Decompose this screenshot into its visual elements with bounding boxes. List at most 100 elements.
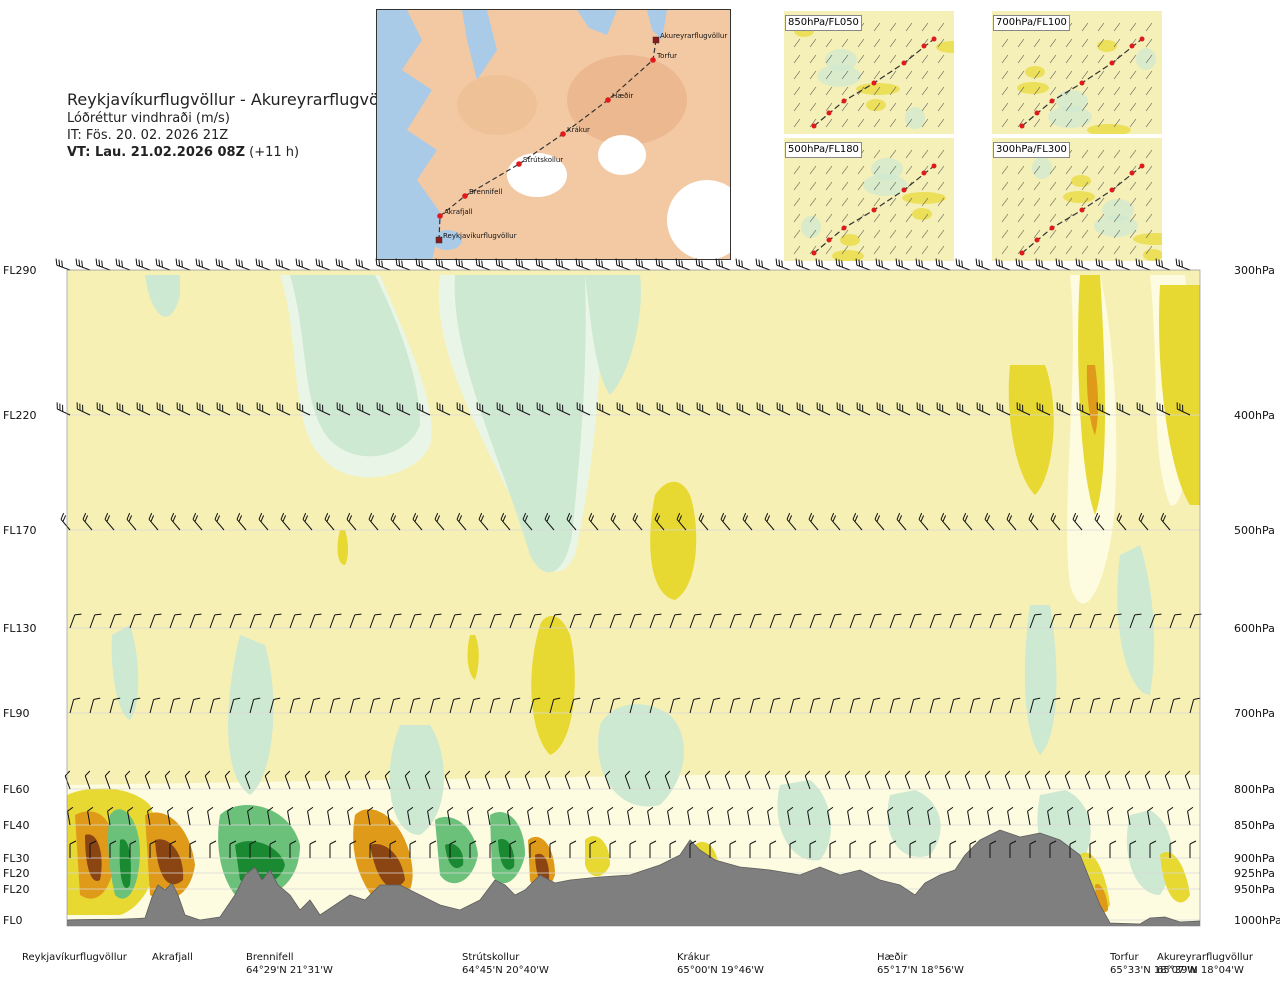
wind-barb: [904, 770, 911, 790]
waypoint-coordinates: 65°33'N 18°07'W: [1110, 965, 1197, 976]
wind-barb: [170, 512, 181, 531]
level-map-700[interactable]: 700hPa/FL100: [992, 11, 1162, 134]
wind-barb: [189, 840, 197, 858]
wind-barb: [495, 258, 511, 271]
wind-barb: [135, 258, 151, 271]
wind-barb: [667, 806, 674, 826]
wind-barb: [347, 806, 354, 826]
wind-barb: [1069, 697, 1081, 714]
wind-barb: [729, 613, 742, 629]
wind-barb: [329, 840, 337, 858]
wind-barb: [610, 512, 621, 531]
wind-barb: [484, 770, 491, 790]
wind-barb: [1069, 613, 1082, 629]
wind-barb: [316, 402, 331, 416]
wind-barb: [264, 770, 271, 790]
wind-barb: [475, 258, 491, 271]
wind-barb: [175, 258, 191, 271]
wind-barb: [89, 840, 97, 858]
flight-level-label: FL220: [3, 409, 36, 422]
wind-barb: [949, 613, 962, 629]
wind-barb: [355, 258, 371, 271]
wind-barb: [427, 806, 434, 826]
wind-barb: [1189, 613, 1202, 629]
eyjafjordur: [647, 10, 667, 40]
wind-barb: [789, 613, 802, 629]
wind-barb: [1149, 613, 1162, 629]
wind-barb: [129, 697, 141, 714]
wind-barb: [869, 840, 877, 858]
route-title: Reykjavíkurflugvöllur - Akureyrarflugvöl…: [67, 90, 405, 109]
wind-barb: [844, 770, 851, 790]
wind-barb: [349, 840, 357, 858]
level-map-label: 500hPa/FL180: [785, 142, 862, 158]
wind-barb: [287, 806, 294, 826]
wind-barb: [935, 258, 951, 271]
wind-barb: [336, 402, 351, 416]
wind-barb: [549, 840, 557, 858]
wind-barb: [847, 806, 854, 826]
wind-barb: [55, 258, 71, 271]
wind-barb: [709, 840, 717, 858]
waypoint-marker: [650, 57, 656, 63]
wind-barb: [169, 697, 181, 714]
waypoint-coordinates: 65°00'N 19°46'W: [677, 965, 764, 976]
wind-barb: [864, 770, 871, 790]
wind-barb: [949, 840, 957, 858]
plot-frame: [66, 269, 1201, 927]
wind-barb: [296, 402, 311, 416]
wind-barb: [575, 258, 591, 271]
wind-barb: [624, 770, 631, 790]
waypoint-marker: [462, 193, 468, 199]
wind-barb: [589, 697, 601, 714]
wind-barb: [944, 770, 951, 790]
wind-barb: [60, 512, 71, 531]
wind-barb: [1089, 697, 1101, 714]
wind-barb: [589, 840, 597, 858]
wind-barb: [1109, 613, 1122, 629]
wind-barb: [566, 512, 577, 531]
level-map-500[interactable]: 500hPa/FL180: [784, 138, 954, 261]
wind-barb: [207, 806, 214, 826]
lake-thingvallavatn: [432, 230, 462, 250]
wind-barb: [69, 613, 82, 629]
wind-barb: [887, 806, 894, 826]
wind-barb: [409, 840, 417, 858]
wind-barb: [776, 402, 791, 416]
wind-barb: [927, 806, 934, 826]
wind-barb: [609, 697, 621, 714]
wind-barb: [309, 840, 317, 858]
wind-barb: [489, 697, 501, 714]
wind-barb: [504, 770, 511, 790]
wind-barb: [567, 806, 574, 826]
wind-barb: [855, 258, 871, 271]
waypoint-marker: [605, 97, 611, 103]
wind-barb: [529, 697, 541, 714]
glacier-hofsjokull: [598, 135, 646, 175]
wind-barb: [1096, 402, 1111, 416]
wind-barb: [269, 613, 282, 629]
level-map-300[interactable]: 300hPa/FL300: [992, 138, 1162, 261]
wind-barb: [829, 840, 837, 858]
wind-barb: [155, 258, 171, 271]
flight-level-label: FL0: [3, 914, 22, 927]
wind-barb: [1189, 697, 1201, 714]
wind-barb: [684, 770, 691, 790]
wind-barb: [1135, 258, 1151, 271]
wind-barb: [209, 697, 221, 714]
route-waypoints: Akureyrarflugvöllur Torfur Hæðir Krákur Strú…: [435, 32, 727, 244]
wind-barb: [856, 402, 871, 416]
wind-barb: [809, 840, 817, 858]
wind-barb: [909, 840, 917, 858]
valid-time-main: VT: Lau. 21.02.2026 08Z: [67, 145, 246, 160]
route-line: [438, 39, 657, 241]
updraft-region: [1159, 285, 1200, 505]
level-map-850[interactable]: 850hPa/FL050: [784, 11, 954, 134]
wind-barb: [227, 806, 234, 826]
waypoint-coordinates: 64°29'N 21°31'W: [246, 965, 333, 976]
level-map-label: 700hPa/FL100: [993, 15, 1070, 31]
wind-barb: [429, 840, 437, 858]
wind-barb: [689, 613, 702, 629]
wind-barb: [275, 258, 291, 271]
wind-barb: [827, 806, 834, 826]
